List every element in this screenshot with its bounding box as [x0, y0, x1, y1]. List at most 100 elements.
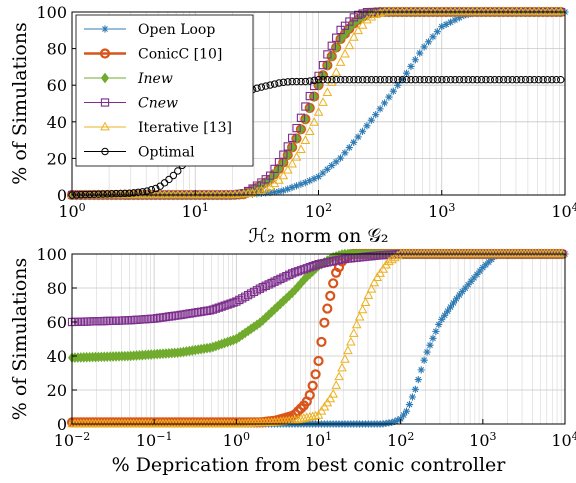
data-point	[307, 411, 318, 421]
data-point	[429, 334, 437, 342]
data-point	[174, 167, 182, 175]
data-point	[473, 76, 481, 84]
data-point	[398, 76, 406, 84]
data-point	[460, 76, 468, 84]
data-point	[329, 257, 338, 266]
data-point	[310, 369, 321, 380]
data-point	[455, 14, 463, 22]
data-point	[99, 190, 107, 198]
data-point	[318, 97, 328, 106]
data-point	[262, 82, 270, 90]
data-point	[372, 272, 383, 281]
data-point	[305, 91, 314, 101]
x-tick-label: 102	[387, 430, 414, 451]
data-point	[283, 149, 292, 161]
data-point	[340, 48, 350, 58]
data-point	[402, 76, 411, 84]
data-point	[432, 327, 440, 335]
data-point	[543, 76, 552, 84]
data-point	[376, 76, 384, 84]
legend: Open Loop ConicC [10] Inew Cnew Iterative [1…	[75, 14, 254, 167]
data-point	[345, 23, 354, 34]
data-point	[296, 144, 306, 154]
data-point	[414, 376, 422, 384]
data-point	[389, 87, 397, 95]
data-point	[535, 76, 543, 84]
data-point	[357, 19, 368, 29]
data-point	[306, 77, 314, 85]
data-point	[380, 76, 389, 84]
data-point	[274, 163, 284, 175]
data-point	[504, 76, 512, 84]
data-point	[363, 76, 371, 84]
data-point	[328, 76, 336, 84]
data-point	[416, 49, 424, 57]
data-point	[314, 76, 323, 84]
data-point	[235, 295, 244, 305]
data-point	[433, 28, 441, 36]
data-point	[336, 154, 345, 162]
data-point	[482, 261, 490, 269]
data-point	[513, 76, 521, 84]
data-point	[468, 76, 477, 84]
data-point	[477, 76, 486, 84]
data-point	[300, 135, 311, 145]
data-point	[121, 189, 129, 198]
data-point	[402, 69, 411, 77]
data-point	[238, 294, 247, 303]
data-point	[310, 410, 321, 420]
legend-label: Optimal	[138, 145, 195, 161]
data-point	[323, 258, 332, 267]
data-point	[438, 76, 446, 84]
x-tick-label: 100	[223, 430, 250, 451]
data-point	[261, 281, 270, 290]
data-point	[316, 336, 327, 348]
data-point	[299, 413, 309, 422]
data-point	[346, 336, 356, 346]
data-point	[313, 107, 324, 116]
data-point	[397, 415, 405, 423]
x-tick-label: 104	[551, 430, 576, 451]
data-point	[205, 306, 215, 315]
data-point	[411, 56, 419, 64]
data-point	[208, 305, 218, 314]
data-point	[442, 76, 450, 84]
data-point	[423, 348, 431, 356]
data-point	[314, 260, 323, 269]
data-point	[266, 188, 274, 197]
data-point	[232, 297, 241, 306]
data-point	[307, 380, 318, 391]
data-point	[331, 380, 341, 389]
data-point	[358, 127, 367, 135]
data-point	[274, 175, 284, 184]
data-point	[291, 151, 302, 161]
data-point	[557, 248, 567, 258]
data-point	[328, 161, 336, 170]
series-iterative-13-bottom	[67, 248, 567, 428]
data-point	[292, 133, 301, 144]
data-point	[299, 265, 309, 274]
data-point	[320, 258, 329, 268]
data-point	[270, 80, 279, 88]
data-point	[526, 76, 534, 84]
data-point	[290, 414, 300, 424]
data-point	[325, 393, 336, 403]
data-point	[366, 11, 377, 21]
data-point	[380, 99, 389, 107]
data-point	[308, 262, 317, 271]
data-point	[438, 23, 446, 31]
data-point	[229, 298, 238, 307]
y-tick-label: 0	[57, 186, 67, 205]
data-point	[214, 303, 223, 312]
data-point	[328, 278, 339, 289]
y-tick-label: 60	[47, 76, 67, 95]
data-point	[530, 76, 539, 84]
y-axis: 0 20 40 60 80 100	[36, 3, 77, 205]
data-point	[301, 113, 310, 125]
data-point	[394, 76, 402, 84]
data-point	[446, 303, 455, 311]
data-point	[464, 281, 472, 289]
data-point	[103, 190, 112, 198]
y-tick-label: 20	[47, 381, 67, 400]
data-point	[420, 76, 428, 84]
